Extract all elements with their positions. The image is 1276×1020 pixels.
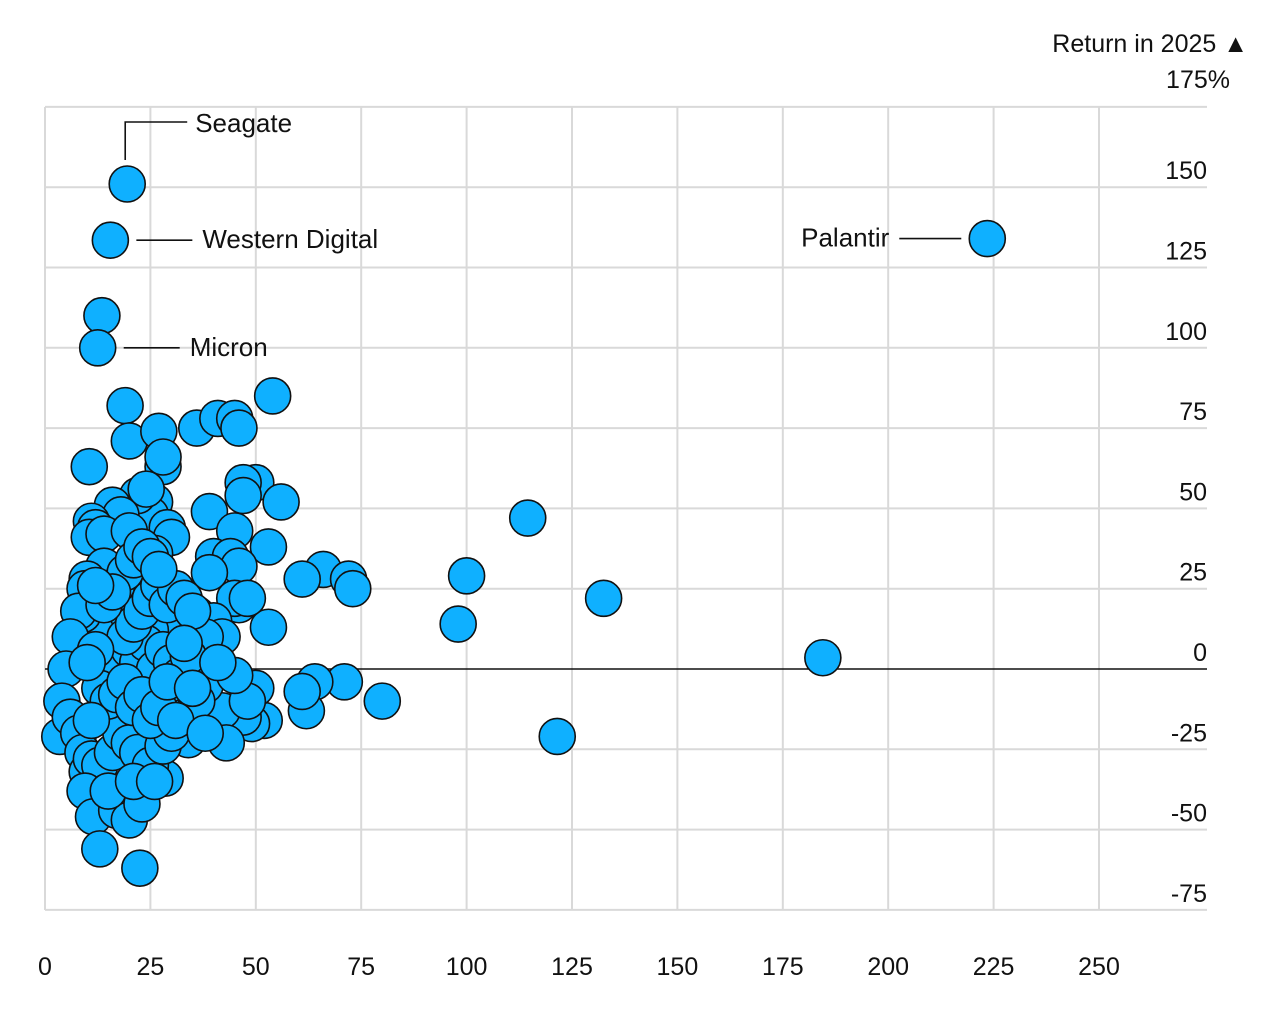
y-axis-ticks: 150 125 100 75 50 25 0 -25 -50 -75 xyxy=(1150,155,1210,908)
data-point xyxy=(127,470,165,508)
y-tick-label: 150 xyxy=(1165,157,1207,185)
y-tick-label: -75 xyxy=(1171,880,1207,908)
x-tick-label: 175 xyxy=(762,953,804,981)
x-tick-label: 0 xyxy=(38,953,52,981)
data-points xyxy=(40,165,1007,887)
x-tick-label: 250 xyxy=(1078,953,1120,981)
x-tick-label: 125 xyxy=(551,953,593,981)
y-tick-backing xyxy=(1150,556,1210,585)
data-point xyxy=(538,717,577,756)
data-point xyxy=(144,438,182,476)
annotation-leader-line xyxy=(124,121,188,160)
data-point xyxy=(70,447,109,486)
data-point xyxy=(72,701,111,740)
y-tick-label: -25 xyxy=(1171,719,1207,747)
y-tick-backing xyxy=(1150,315,1210,344)
data-point xyxy=(76,566,115,605)
x-tick-label: 200 xyxy=(867,953,909,981)
data-point xyxy=(224,476,262,515)
data-point xyxy=(447,557,486,595)
annotation-label: Seagate xyxy=(195,108,292,138)
data-point xyxy=(173,669,212,708)
y-tick-backing xyxy=(1150,637,1210,665)
data-point xyxy=(283,560,321,598)
annotation-label: Micron xyxy=(190,332,268,362)
x-tick-label: 75 xyxy=(347,953,375,981)
data-point xyxy=(190,492,229,531)
data-point xyxy=(68,643,106,682)
x-tick-label: 100 xyxy=(446,953,488,981)
annotation-labels: Seagate Western Digital Micron Palantir xyxy=(190,108,890,362)
data-point xyxy=(140,550,178,589)
x-tick-label: 25 xyxy=(136,953,164,981)
data-point xyxy=(508,499,547,537)
y-tick-label: 0 xyxy=(1193,639,1207,667)
data-point xyxy=(121,849,159,887)
y-tick-label: 75 xyxy=(1179,398,1207,426)
y-tick-label: 125 xyxy=(1165,238,1207,266)
data-point xyxy=(363,682,402,720)
y-tick-backing xyxy=(1150,396,1210,425)
annotation-label: Western Digital xyxy=(202,224,378,254)
x-tick-label: 225 xyxy=(973,953,1015,981)
data-point xyxy=(78,328,117,367)
x-tick-label: 150 xyxy=(657,953,699,981)
data-point xyxy=(249,608,288,647)
annotation-leaders xyxy=(123,121,962,349)
data-point xyxy=(249,528,288,566)
y-tick-label-top: 175% xyxy=(1166,66,1230,94)
y-tick-backing xyxy=(1150,797,1210,826)
data-point xyxy=(804,638,842,677)
y-tick-label: 50 xyxy=(1179,478,1207,506)
annotation-label: Palantir xyxy=(801,223,889,253)
data-point xyxy=(333,569,372,608)
data-point xyxy=(190,553,229,592)
data-point xyxy=(584,579,623,618)
data-point xyxy=(106,386,144,425)
data-point xyxy=(439,605,477,643)
data-point xyxy=(220,409,258,447)
data-point xyxy=(135,762,174,801)
data-point xyxy=(165,624,203,663)
data-point xyxy=(81,830,119,868)
x-axis-ticks: 0 25 50 75 100 125 150 175 200 225 250 xyxy=(38,953,1120,981)
y-tick-backing xyxy=(1150,155,1210,184)
data-point xyxy=(83,296,121,335)
data-point xyxy=(108,165,147,203)
y-tick-backing xyxy=(1150,717,1210,746)
data-point xyxy=(228,579,267,618)
y-tick-backing xyxy=(1150,235,1210,264)
data-point xyxy=(262,483,300,521)
data-point xyxy=(199,643,237,682)
data-point xyxy=(173,592,212,630)
y-tick-label: -50 xyxy=(1171,800,1207,828)
data-point xyxy=(253,377,292,415)
y-tick-backing xyxy=(1150,476,1210,505)
y-axis-title: Return in 2025 ▲ xyxy=(1052,30,1248,58)
x-tick-label: 50 xyxy=(242,953,270,981)
y-tick-label: 100 xyxy=(1165,318,1207,346)
data-point xyxy=(283,672,321,711)
data-point xyxy=(186,714,225,753)
y-tick-backing xyxy=(1150,877,1210,906)
y-tick-label: 25 xyxy=(1179,559,1207,587)
data-point xyxy=(968,219,1007,258)
data-point xyxy=(91,221,130,259)
